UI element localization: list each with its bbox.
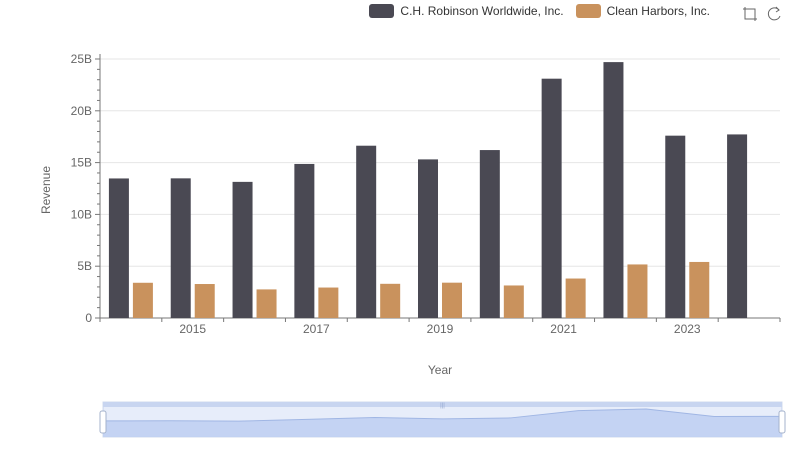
legend-swatch-ch-robinson: [369, 4, 395, 18]
bar-ch-robinson[interactable]: [665, 135, 686, 318]
slider-preview-area: [103, 409, 782, 437]
legend-item-ch-robinson[interactable]: C.H. Robinson Worldwide, Inc.: [369, 4, 564, 18]
slider-window[interactable]: [103, 402, 782, 437]
bar-clean-harbors[interactable]: [194, 284, 215, 318]
y-tick-label: 0: [85, 311, 92, 325]
legend-label-clean-harbors: Clean Harbors, Inc.: [606, 4, 710, 18]
bar-clean-harbors[interactable]: [132, 282, 153, 318]
x-tick-label: 2023: [674, 322, 701, 336]
slider-left-handle[interactable]: [99, 410, 107, 434]
x-axis-label: Year: [428, 363, 452, 377]
bar-ch-robinson[interactable]: [418, 159, 438, 318]
data-zoom-slider[interactable]: |||: [99, 401, 786, 438]
slider-preview-line: [102, 408, 783, 422]
bars: [108, 62, 748, 319]
x-tick-label: 2017: [303, 322, 330, 336]
bar-ch-robinson[interactable]: [232, 181, 253, 318]
x-tick-label: 2019: [427, 322, 454, 336]
legend-item-clean-harbors[interactable]: Clean Harbors, Inc.: [575, 4, 710, 18]
legend: C.H. Robinson Worldwide, Inc. Clean Harb…: [369, 4, 710, 18]
bar-ch-robinson[interactable]: [603, 62, 624, 318]
y-tick-label: 25B: [71, 52, 92, 66]
bar-clean-harbors[interactable]: [442, 282, 462, 318]
slider-grip-icon: |||: [440, 403, 445, 409]
y-axis-label: Revenue: [39, 166, 53, 214]
bar-clean-harbors[interactable]: [380, 283, 401, 318]
bar-ch-robinson[interactable]: [356, 145, 377, 318]
restore-icon[interactable]: [766, 6, 782, 22]
y-tick-label: 20B: [71, 104, 92, 118]
bar-clean-harbors[interactable]: [318, 287, 339, 318]
legend-label-ch-robinson: C.H. Robinson Worldwide, Inc.: [400, 4, 564, 18]
bar-ch-robinson[interactable]: [479, 150, 500, 318]
legend-swatch-clean-harbors: [575, 4, 601, 18]
y-tick-label: 5B: [77, 259, 92, 273]
bar-clean-harbors[interactable]: [256, 289, 277, 318]
y-tick-label: 15B: [71, 156, 92, 170]
bar-ch-robinson[interactable]: [294, 163, 315, 318]
bar-clean-harbors[interactable]: [689, 261, 710, 318]
x-tick-label: 2021: [550, 322, 577, 336]
bar-ch-robinson[interactable]: [541, 78, 562, 319]
bar-clean-harbors[interactable]: [565, 278, 586, 318]
zoom-icon[interactable]: [742, 6, 758, 22]
bar-clean-harbors[interactable]: [503, 285, 524, 318]
slider-move-handle[interactable]: [103, 402, 782, 407]
slider-right-handle[interactable]: [778, 410, 786, 434]
bar-ch-robinson[interactable]: [170, 178, 191, 318]
y-tick-label: 10B: [71, 207, 92, 221]
bar-clean-harbors[interactable]: [627, 264, 648, 318]
x-tick-label: 2015: [179, 322, 206, 336]
bar-ch-robinson[interactable]: [727, 134, 748, 318]
toolbox: [742, 6, 782, 22]
bar-ch-robinson[interactable]: [108, 178, 129, 318]
